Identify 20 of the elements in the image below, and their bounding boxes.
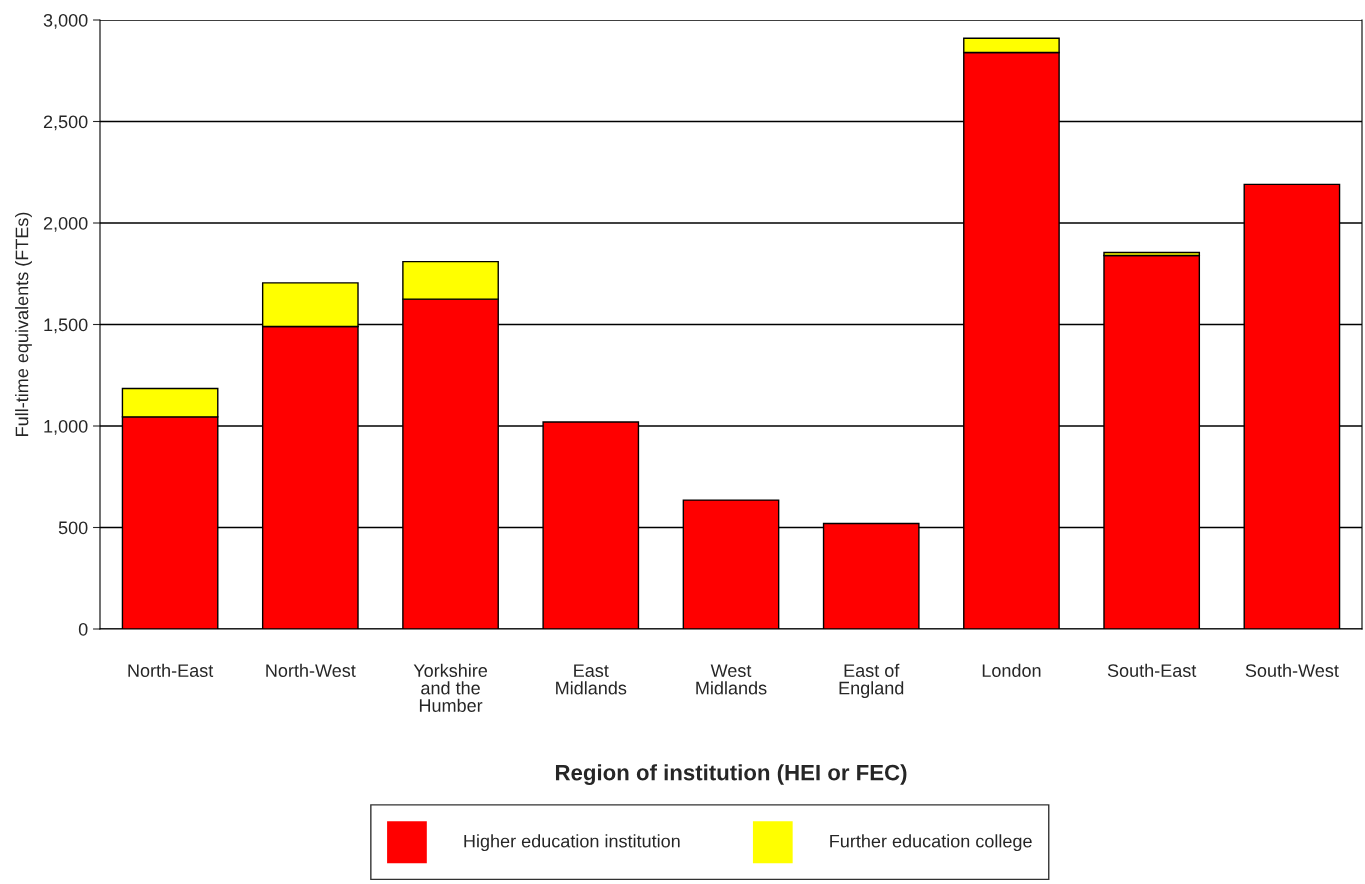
y-tick-label: 2,500 xyxy=(43,115,88,131)
x-tick-label: South-East xyxy=(1107,663,1197,677)
y-tick-label: 0 xyxy=(78,622,88,636)
y-tick-label: 2,000 xyxy=(43,216,88,232)
y-tick-label: 500 xyxy=(58,521,88,535)
x-axis-title: Region of institution (HEI or FEC) xyxy=(555,764,907,785)
x-tick-label: South-West xyxy=(1245,663,1339,677)
x-tick-label: East of England xyxy=(839,663,904,699)
legend-label: Higher education institution xyxy=(464,834,680,852)
x-tick-label: North-West xyxy=(266,663,356,677)
x-tick-label: West Midlands xyxy=(696,664,767,695)
y-axis-title: Full-time equivalents (FTEs) xyxy=(15,212,32,436)
x-tick-label: Yorkshire and the Humber xyxy=(413,663,488,712)
x-tick-label: London xyxy=(982,663,1041,677)
y-tick-label: 1,500 xyxy=(44,318,88,334)
y-tick-label: 3,000 xyxy=(43,13,88,29)
legend-label: Further education college xyxy=(830,834,1032,852)
y-tick-label: 1,000 xyxy=(44,419,88,435)
x-tick-label: East Midlands xyxy=(556,664,627,695)
x-tick-label: North-East xyxy=(128,663,214,677)
